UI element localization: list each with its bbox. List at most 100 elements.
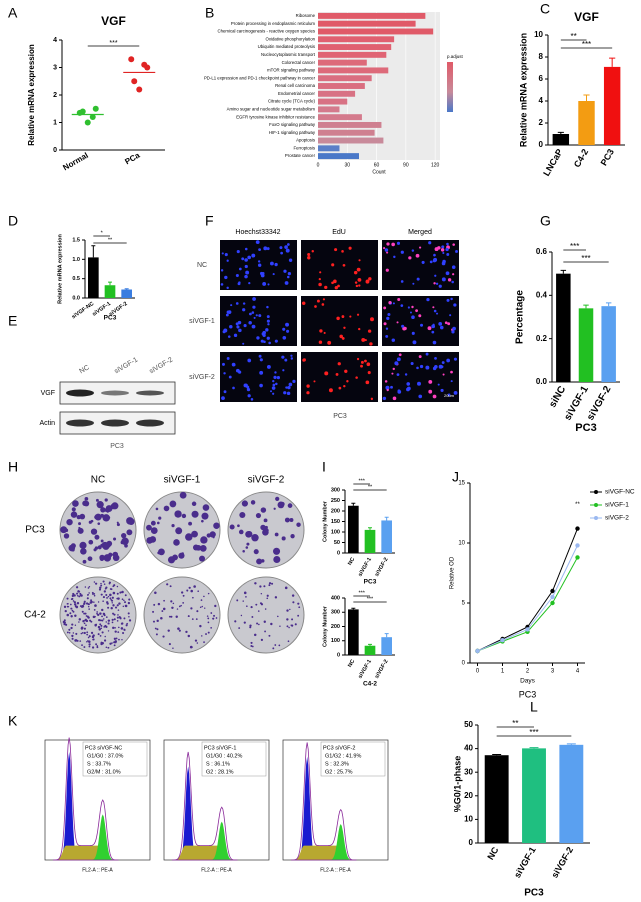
cell-nucleus: [367, 371, 371, 375]
cell-nucleus: [253, 316, 256, 319]
cell-nucleus: [276, 376, 280, 380]
y-tick-label: 10: [534, 30, 543, 39]
cell-nucleus: [440, 248, 445, 252]
colony: [116, 597, 119, 600]
cell-nucleus: [392, 302, 395, 305]
colony: [260, 638, 264, 642]
bar: [364, 529, 376, 553]
cell-nucleus: [260, 273, 265, 278]
colony: [187, 634, 191, 638]
colony: [120, 627, 124, 630]
colony: [112, 626, 115, 630]
colony: [152, 610, 155, 613]
colony: [81, 632, 84, 634]
colony: [93, 601, 95, 603]
y-tick-label: Prostate cancer: [285, 153, 316, 158]
y-tick-label: 150: [331, 519, 340, 525]
cell-nucleus: [268, 341, 271, 345]
cell-nucleus: [306, 384, 310, 388]
bar: [318, 137, 384, 144]
colony: [201, 512, 209, 520]
colony: [158, 548, 165, 556]
cell-nucleus: [258, 354, 262, 358]
cell-nucleus: [223, 328, 228, 333]
cell-nucleus: [446, 358, 450, 363]
colony: [95, 623, 98, 626]
cell-nucleus: [272, 273, 275, 276]
cell-nucleus: [243, 383, 248, 388]
cell-nucleus: [255, 314, 258, 317]
error-bar: [583, 94, 590, 101]
colony: [199, 624, 202, 628]
cell-nucleus: [403, 326, 407, 331]
colony: [104, 635, 106, 638]
colony: [161, 610, 164, 613]
y-tick-label: Colorectal cancer: [282, 60, 316, 65]
colony: [118, 626, 120, 629]
colony: [156, 521, 160, 525]
colony: [79, 592, 82, 595]
cell-nucleus: [290, 354, 293, 357]
cell-nucleus: [387, 312, 391, 317]
colony: [67, 603, 69, 605]
colony: [200, 536, 208, 544]
x-tick-label: 0: [476, 669, 480, 675]
cell-nucleus: [419, 246, 422, 249]
colony: [66, 631, 69, 634]
lane-label: NC: [78, 364, 90, 375]
column-label: Merged: [408, 229, 432, 236]
data-point: [575, 543, 580, 548]
cell-nucleus: [259, 383, 263, 388]
colony: [160, 616, 163, 620]
colony: [88, 640, 91, 643]
colony: [69, 612, 72, 615]
colony: [126, 622, 129, 625]
colony: [251, 534, 259, 542]
x-axis-label: FL2-A :: PE-A: [82, 867, 113, 873]
colony: [97, 522, 101, 525]
cell-nucleus: [411, 331, 415, 335]
colony: [176, 608, 179, 610]
cell-nucleus: [248, 282, 251, 285]
colony: [75, 586, 79, 589]
colony: [84, 496, 89, 501]
colony: [77, 527, 84, 534]
x-tick-label: 0: [317, 162, 320, 168]
cell-nucleus: [400, 250, 404, 254]
colony: [86, 640, 88, 643]
cell-nucleus: [224, 253, 228, 257]
colony: [240, 614, 243, 617]
error-bar: [557, 131, 564, 134]
x-tick-label: 3: [551, 669, 555, 675]
colony: [250, 644, 253, 647]
colony: [75, 605, 79, 609]
cell-nucleus: [321, 303, 325, 306]
colony: [266, 597, 269, 600]
cell-nucleus: [286, 275, 290, 279]
y-tick-label: 40: [464, 744, 473, 753]
colony: [112, 591, 116, 595]
bar: [364, 645, 376, 655]
colony: [122, 631, 125, 635]
colony: [70, 626, 73, 630]
colony: [88, 539, 94, 545]
cell-nucleus: [242, 308, 246, 312]
y-tick-label: 0.4: [536, 290, 548, 299]
data-point: [500, 638, 505, 643]
cell-nucleus: [265, 328, 269, 332]
colony: [188, 586, 191, 589]
colony: [94, 604, 97, 607]
data-point: [79, 108, 86, 115]
cell-nucleus: [415, 309, 418, 313]
colony: [192, 544, 199, 551]
legend-label: siVGF-NC: [605, 489, 635, 496]
cell-nucleus: [365, 380, 370, 385]
y-tick-label: 1.5: [72, 237, 80, 243]
colony: [91, 646, 95, 649]
colony: [196, 610, 199, 613]
stats-box: [201, 741, 267, 777]
cell-nucleus: [333, 279, 337, 284]
colony: [154, 627, 157, 630]
colony: [155, 507, 159, 511]
colony: [179, 491, 187, 499]
